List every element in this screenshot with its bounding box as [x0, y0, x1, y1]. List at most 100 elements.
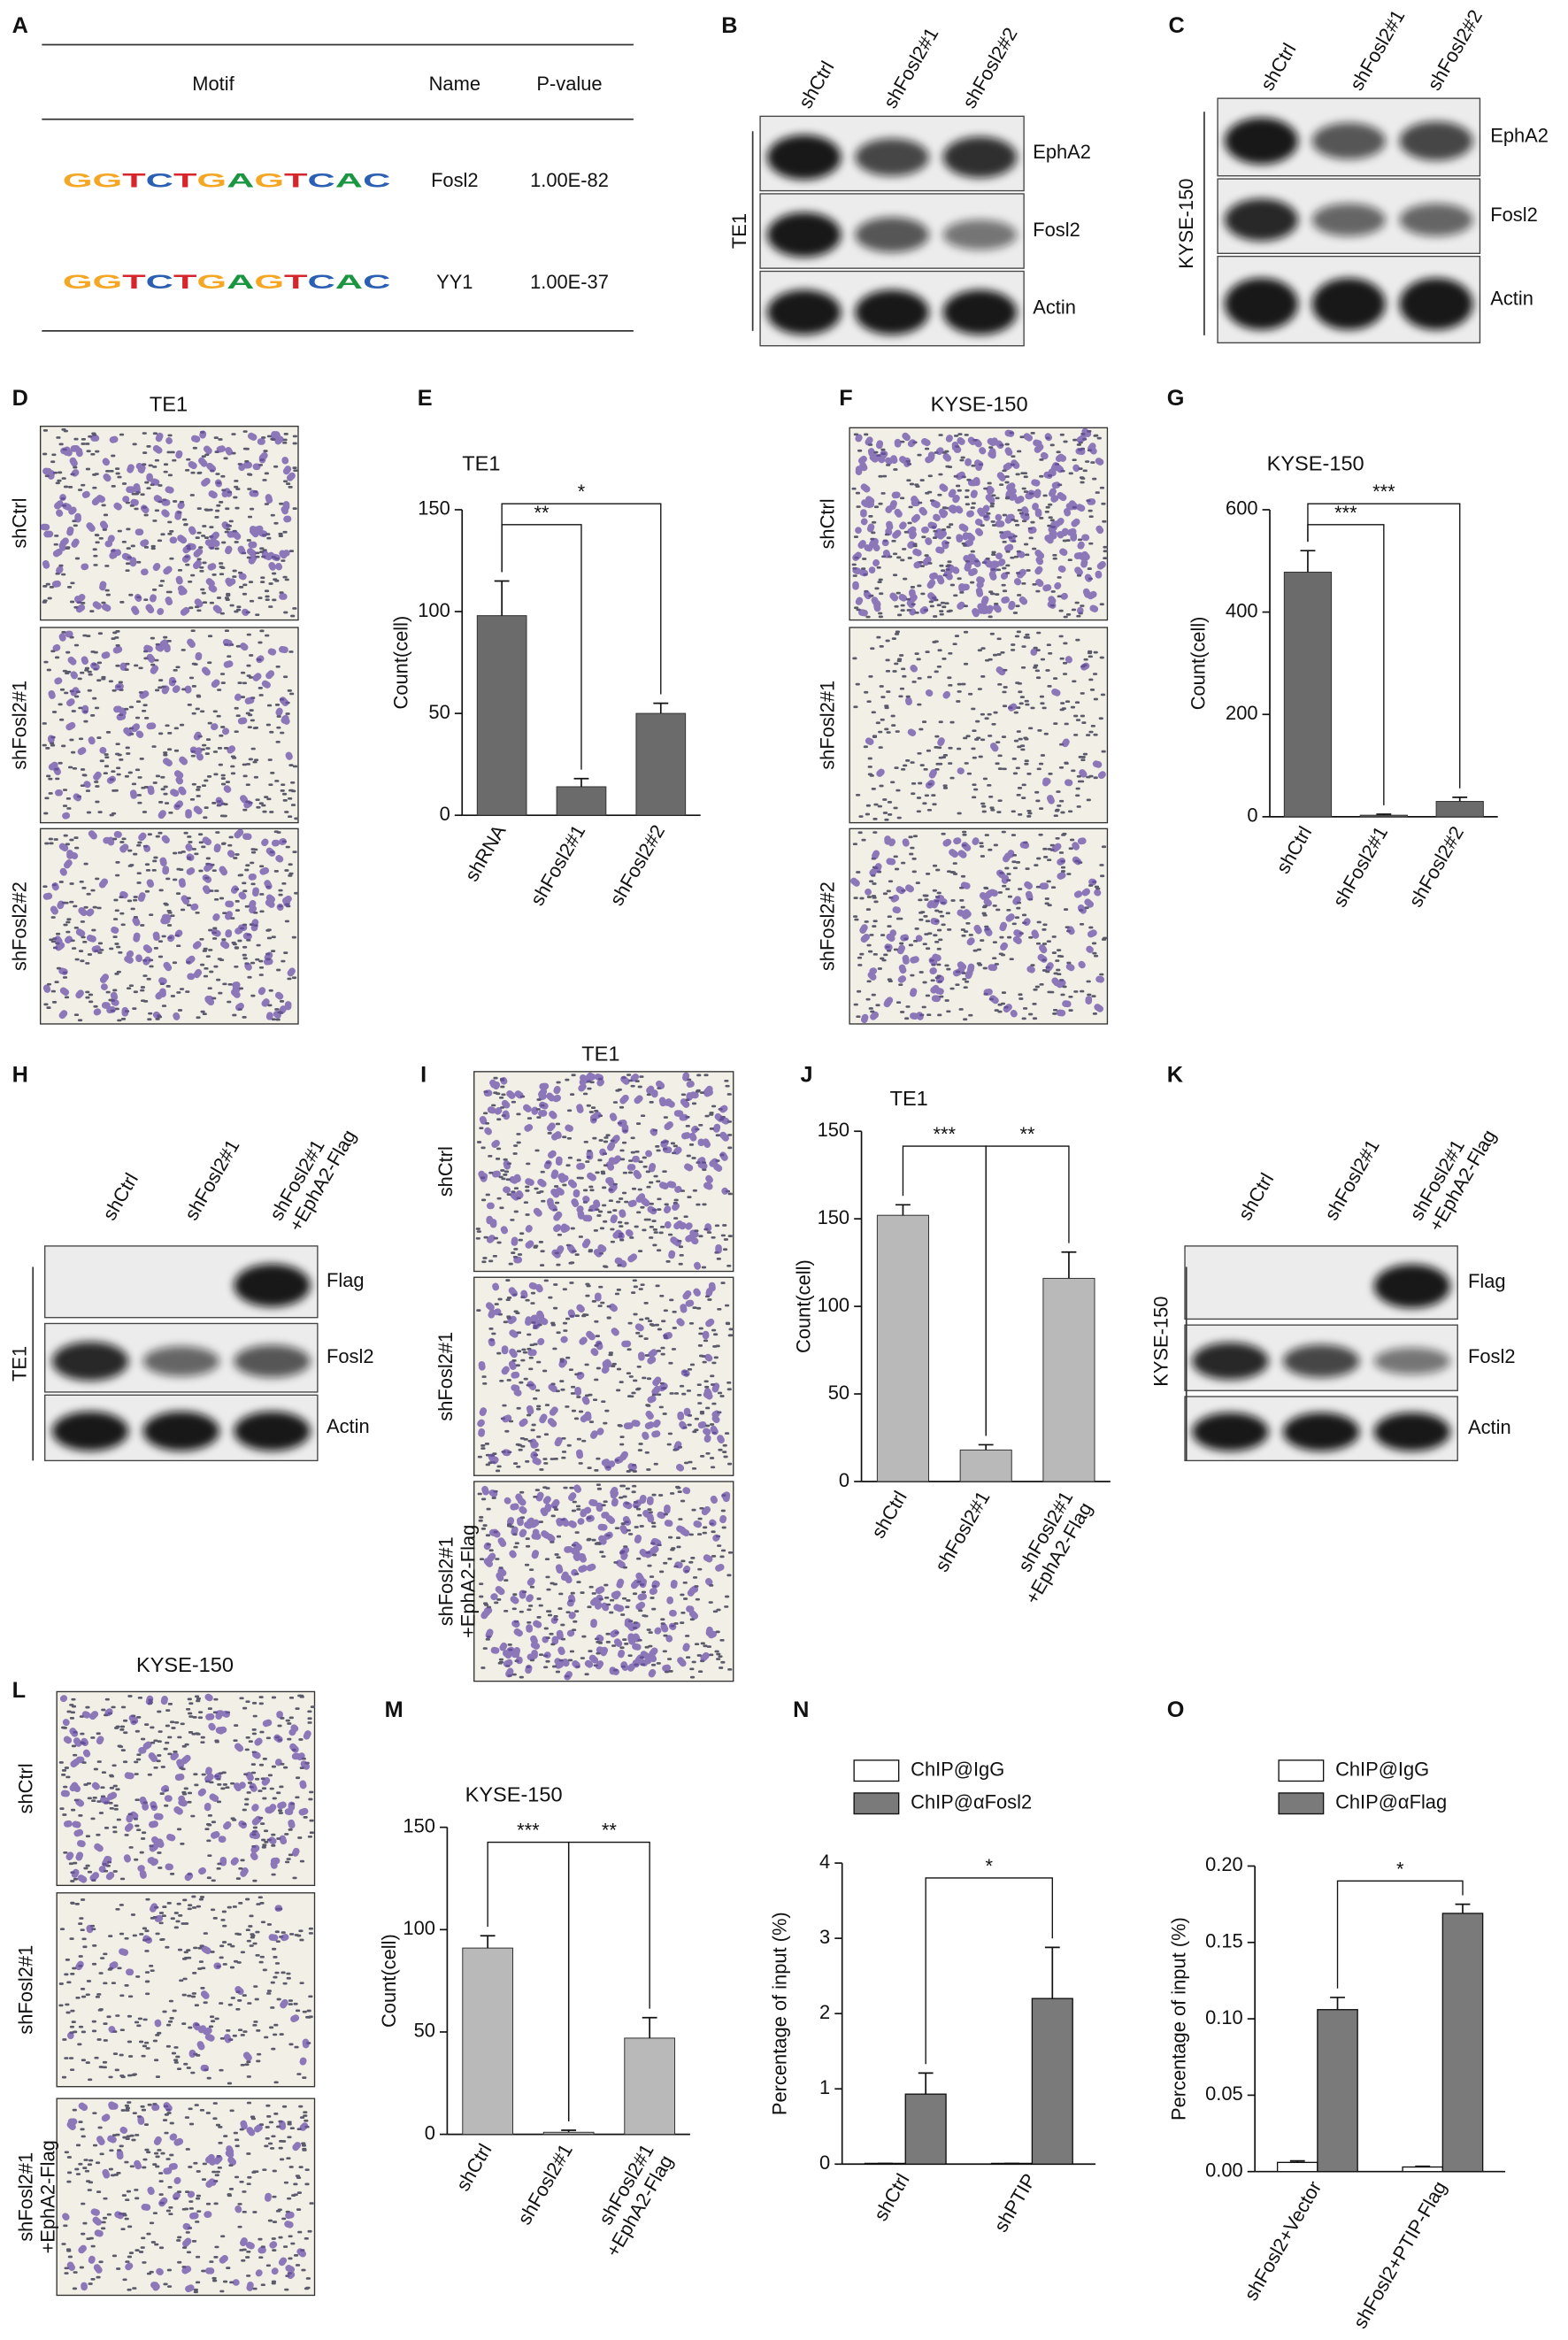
image-title: KYSE-150: [136, 1653, 234, 1676]
y-axis-label: Percentage of input (%): [1168, 1917, 1190, 2121]
stained-cells: [865, 648, 1106, 804]
y-tick-label: 1: [819, 2076, 830, 2098]
image-title: TE1: [150, 392, 188, 415]
blot-band: [1373, 1264, 1450, 1309]
significance-bracket: [501, 503, 662, 695]
band-label: EphA2: [1033, 141, 1091, 163]
image-row-label: shFosl2#1: [434, 1332, 457, 1421]
error-bar: [573, 777, 589, 787]
band-label: Flag: [327, 1269, 365, 1291]
y-tick-label: 0.10: [1205, 2006, 1243, 2028]
blot-band: [942, 136, 1018, 178]
error-bar: [480, 1935, 496, 1949]
cell-dots: [852, 630, 1106, 821]
y-tick-label: 150: [818, 1206, 850, 1228]
y-tick-label: 50: [828, 1382, 849, 1404]
cell-dots: [42, 629, 299, 820]
blot-band: [1399, 278, 1473, 330]
error-bar: [1061, 1251, 1077, 1279]
blot-band: [1192, 1342, 1269, 1380]
y-tick-label: 100: [418, 599, 450, 621]
blot-band: [142, 1346, 219, 1377]
blot-band: [767, 289, 842, 335]
y-axis-label: Percentage of input (%): [768, 1912, 790, 2115]
error-bar: [1044, 1946, 1060, 1999]
legend-label: ChIP@IgG: [1335, 1758, 1429, 1780]
error-bar: [642, 2016, 657, 2038]
stained-cells: [59, 1693, 311, 1883]
band-label: EphA2: [1490, 125, 1549, 147]
blot-band: [234, 1344, 311, 1378]
significance-label: **: [1020, 1123, 1036, 1145]
significance-bracket: [1336, 1880, 1464, 1989]
image-row-label: shFosl2#1+EphA2-Flag: [14, 2140, 58, 2253]
y-tick-label: 150: [818, 1119, 850, 1141]
blot-band: [234, 1264, 311, 1307]
panel-letter: E: [418, 386, 433, 411]
y-tick-label: 0: [839, 1469, 849, 1491]
y-tick-label: 150: [403, 1814, 435, 1836]
y-tick-label: 3: [819, 1926, 830, 1948]
blot-band: [142, 1411, 219, 1451]
y-tick-label: 0.05: [1205, 2082, 1243, 2105]
motif-name: YY1: [436, 271, 473, 293]
blot-band: [1311, 278, 1386, 330]
blot-band: [51, 1342, 129, 1382]
stained-cells: [62, 2101, 309, 2293]
error-bar: [918, 2072, 934, 2095]
blot-band: [1282, 1412, 1360, 1451]
stained-cells: [67, 1903, 310, 2072]
band-label: Flag: [1468, 1270, 1506, 1292]
image-row-label: shFosl2#2: [816, 881, 838, 971]
band-label: Fosl2: [1033, 219, 1080, 241]
cell-line-label: KYSE-150: [1150, 1297, 1172, 1387]
error-bar: [494, 580, 510, 616]
significance-label: **: [534, 502, 550, 524]
legend-label: ChIP@IgG: [911, 1758, 1004, 1780]
panel-letter: L: [12, 1678, 26, 1703]
legend-label: ChIP@αFlag: [1335, 1791, 1447, 1813]
image-row-label: shFosl2#1+EphA2-Flag: [434, 1525, 479, 1638]
image-title: KYSE-150: [931, 392, 1028, 415]
stained-cells: [852, 427, 1106, 618]
band-label: Actin: [1468, 1416, 1511, 1438]
panel-letter: A: [12, 13, 28, 38]
image-row-label: shFosl2#1: [816, 681, 838, 770]
blot-band: [1282, 1344, 1360, 1378]
significance-label: ***: [934, 1123, 957, 1145]
error-bar: [653, 702, 669, 714]
stained-cells: [40, 430, 296, 616]
panel-letter: O: [1167, 1697, 1185, 1722]
table-header: Name: [429, 73, 480, 95]
significance-label: *: [1396, 1858, 1404, 1880]
significance-label: ***: [1372, 481, 1395, 503]
bar: [1283, 571, 1333, 818]
band-label: Actin: [327, 1415, 370, 1437]
y-tick-label: 150: [418, 497, 450, 520]
panel-letter: D: [12, 386, 28, 411]
image-row-label: shCtrl: [816, 498, 838, 549]
bar: [1441, 1913, 1484, 2173]
y-axis-label: Count(cell): [792, 1259, 814, 1353]
blot-band: [1373, 1412, 1450, 1451]
y-tick-label: 50: [428, 701, 450, 723]
panel-letter: J: [801, 1063, 813, 1088]
significance-bracket: [1307, 503, 1461, 789]
y-tick-label: 0: [1247, 804, 1257, 827]
y-axis-label: Count(cell): [390, 616, 412, 710]
y-tick-label: 400: [1226, 599, 1258, 621]
significance-label: *: [985, 1855, 993, 1877]
y-tick-label: 200: [1226, 702, 1258, 724]
significance-label: *: [578, 481, 586, 503]
significance-label: ***: [1334, 502, 1357, 524]
blot-band: [1311, 122, 1386, 159]
table-header: P-value: [536, 73, 602, 95]
legend-label: ChIP@αFosl2: [911, 1791, 1032, 1813]
blot-band: [1311, 203, 1386, 236]
y-tick-label: 0.20: [1205, 1853, 1243, 1875]
significance-bracket: [925, 1877, 1053, 2065]
panel-letter: K: [1167, 1063, 1183, 1088]
blot-band: [234, 1411, 311, 1451]
y-axis-label: Count(cell): [1188, 617, 1210, 711]
